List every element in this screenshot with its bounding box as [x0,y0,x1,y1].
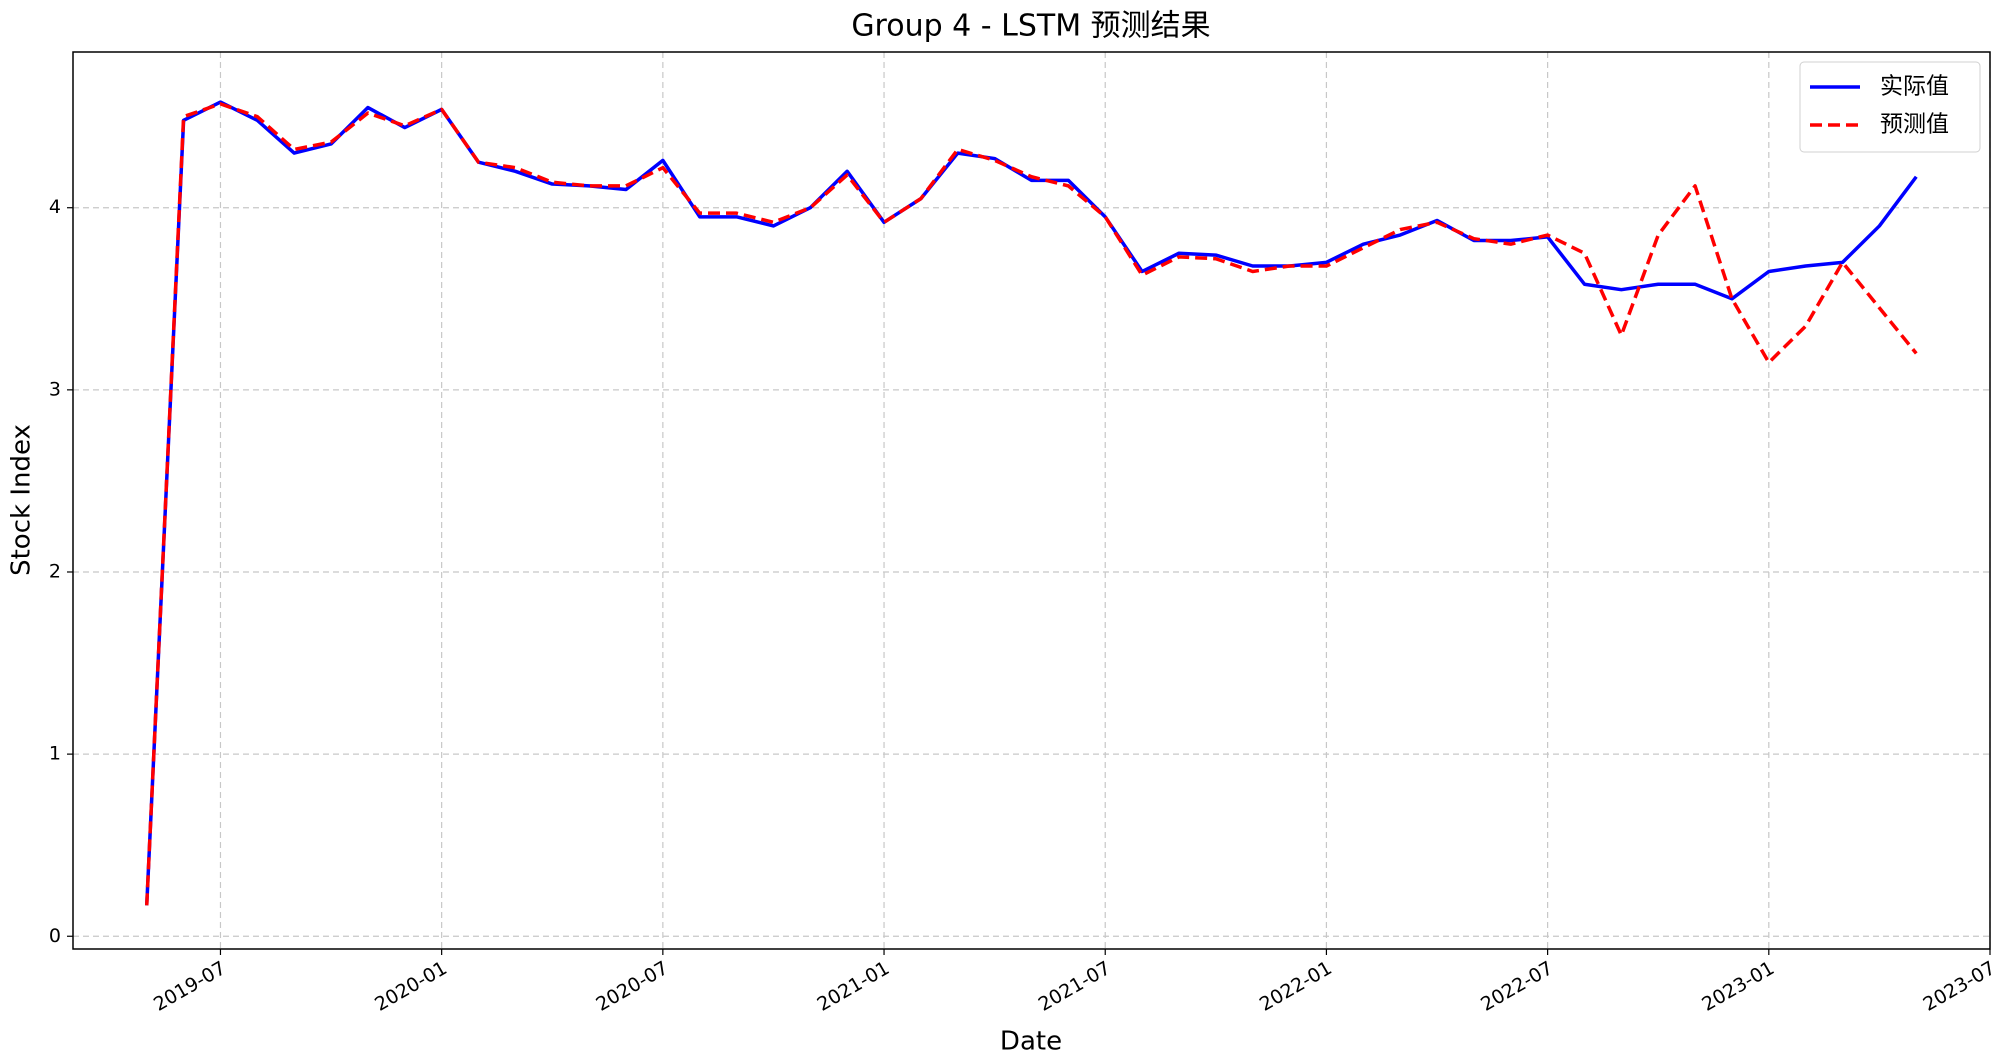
x-tick-label: 2021-01 [814,957,894,1016]
x-axis-label: Date [1000,1027,1062,1057]
y-tick-label: 1 [49,743,61,765]
x-tick-label: 2019-07 [150,957,230,1016]
legend-label: 预测值 [1880,112,1949,138]
legend-label: 实际值 [1880,74,1949,100]
y-axis-label: Stock Index [7,424,37,576]
x-tick-label: 2020-07 [592,957,672,1016]
x-tick-label: 2020-01 [371,957,451,1016]
x-tick-label: 2022-01 [1256,957,1336,1016]
y-tick-label: 4 [49,196,61,218]
y-tick-label: 3 [49,378,61,400]
y-tick-label: 0 [49,925,61,947]
series-line [144,100,1918,906]
x-tick-label: 2023-07 [1919,957,1999,1016]
plot-frame [72,51,1991,950]
chart-title: Group 4 - LSTM 预测结果 [851,9,1210,44]
legend-box [1799,61,1981,153]
x-tick-label: 2022-07 [1477,957,1557,1016]
x-tick-label: 2021-07 [1035,957,1115,1016]
y-tick-label: 2 [49,560,61,582]
series-line [144,102,1918,906]
x-tick-label: 2023-01 [1698,957,1778,1016]
